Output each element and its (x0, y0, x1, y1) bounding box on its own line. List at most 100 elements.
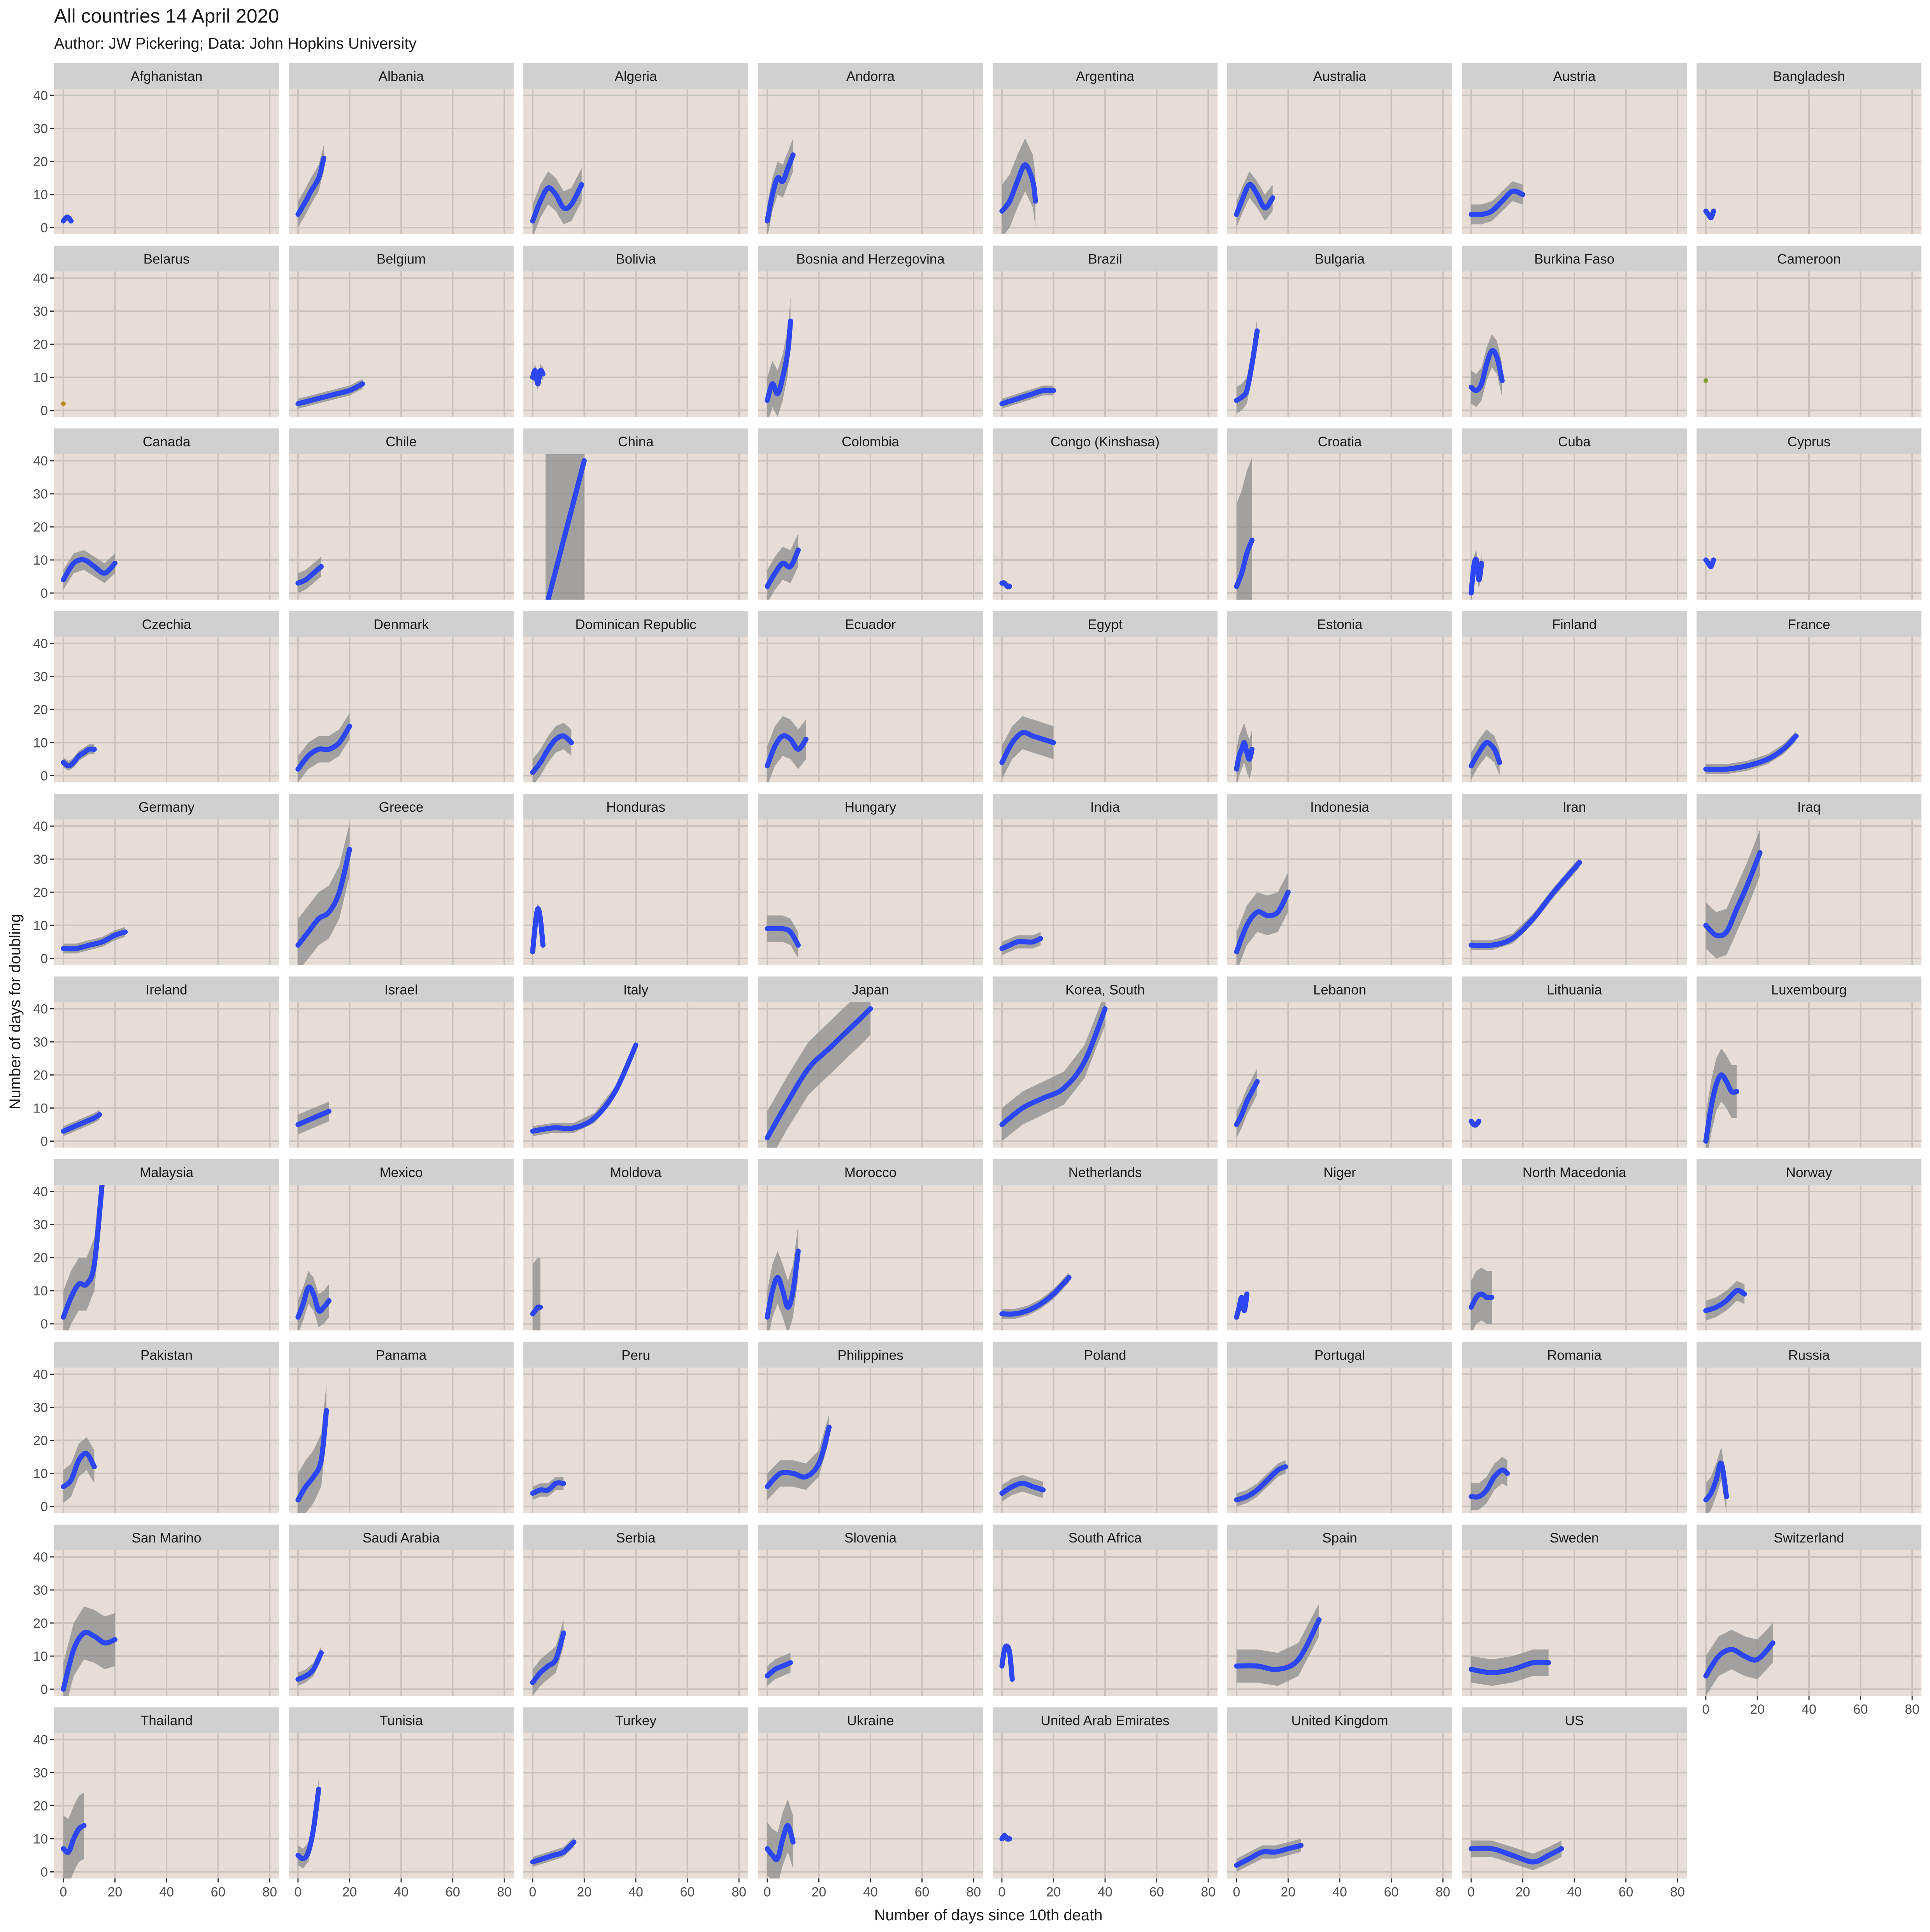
y-tick-label: 10 (33, 918, 48, 933)
facet-panel-hungary: Hungary (758, 794, 983, 965)
facet-label: Cameroon (1777, 252, 1841, 267)
facet-label: Saudi Arabia (363, 1530, 440, 1546)
facet-data (999, 580, 1012, 590)
facet-data (61, 1185, 105, 1330)
facet-strip (1227, 246, 1452, 272)
x-tick-label: 20 (1046, 1885, 1061, 1900)
trend-line (1234, 537, 1255, 589)
facet-label: Austria (1553, 69, 1596, 84)
confidence-band (767, 1002, 870, 1148)
facet-data (1234, 1460, 1288, 1507)
facet-strip (1697, 63, 1921, 89)
facet-label: Croatia (1318, 434, 1362, 449)
x-tick-label: 80 (497, 1885, 512, 1900)
trend-line (530, 1042, 639, 1134)
trend-line (61, 1185, 105, 1320)
facet-data (61, 927, 128, 954)
facet-label: France (1788, 617, 1830, 632)
facet-label: Afghanistan (131, 69, 203, 84)
confidence-band (767, 138, 793, 234)
facet-label: China (618, 434, 654, 449)
trend-line (999, 1481, 1046, 1496)
facet-label: Cyprus (1788, 434, 1831, 449)
facet-strip (993, 1707, 1218, 1733)
confidence-band (1002, 716, 1054, 779)
y-tick-label: 0 (40, 586, 48, 601)
confidence-band (1236, 872, 1288, 965)
facet-label: Mexico (380, 1165, 423, 1180)
trend-line (765, 1425, 832, 1489)
facet-data (1469, 334, 1505, 407)
facet-panel-niger: Niger (1227, 1159, 1452, 1330)
y-tick-label: 0 (40, 221, 48, 235)
facet-data (295, 1271, 332, 1330)
facet-label: Norway (1786, 1165, 1832, 1180)
facet-panel-thailand: Thailand 0 10 20 30 40 0 20 40 60 80 (33, 1707, 279, 1900)
facet-panel-belgium: Belgium (289, 246, 514, 417)
facet-strip (1697, 1342, 1921, 1368)
facet-label: India (1090, 800, 1120, 815)
facet-data (1703, 1281, 1747, 1321)
y-tick-label: 0 (40, 769, 48, 784)
facet-panel-ecuador: Ecuador (758, 611, 983, 783)
facet-strip (1227, 976, 1452, 1002)
x-tick-label: 20 (108, 1885, 123, 1900)
facet-label: Algeria (615, 69, 657, 84)
trend-line (1703, 733, 1799, 772)
y-tick-label: 30 (33, 670, 48, 684)
x-tick-label: 60 (915, 1885, 930, 1900)
facet-data (1234, 171, 1276, 228)
trend-line (61, 929, 128, 951)
x-tick-label: 80 (732, 1885, 746, 1900)
facet-strip (1462, 1525, 1687, 1550)
facet-strip (993, 63, 1218, 89)
y-tick-label: 40 (33, 1550, 48, 1565)
facet-data (61, 744, 97, 771)
facet-label: Poland (1084, 1348, 1126, 1363)
facet-data (765, 1225, 801, 1330)
facet-data (999, 1002, 1108, 1141)
facet-data (61, 550, 118, 590)
facet-panel-chile: Chile (289, 428, 514, 600)
y-tick-label: 40 (33, 271, 48, 286)
trend-line (999, 936, 1043, 951)
y-tick-label: 30 (33, 1583, 48, 1598)
facet-panel-tunisia: Tunisia 0 20 40 60 80 (289, 1707, 514, 1900)
facet-data (1469, 1840, 1564, 1871)
x-tick-label: 0 (1233, 1885, 1240, 1900)
facet-panel-ireland: Ireland 0 10 20 30 40 (33, 976, 279, 1149)
y-tick-label: 20 (33, 1799, 48, 1814)
facet-panel-saudi-arabia: Saudi Arabia (289, 1525, 514, 1696)
y-tick-label: 0 (40, 404, 48, 418)
trend-line (295, 1786, 321, 1862)
facet-strip (1697, 976, 1921, 1002)
facet-panel-egypt: Egypt (993, 611, 1218, 783)
x-tick-label: 60 (1149, 1885, 1164, 1900)
facet-label: Bangladesh (1773, 69, 1845, 84)
data-point (61, 401, 66, 406)
trend-line (999, 1275, 1072, 1317)
y-tick-label: 40 (33, 637, 48, 651)
trend-line (295, 1109, 332, 1127)
facet-label: Cuba (1558, 434, 1591, 449)
y-tick-label: 10 (33, 1284, 48, 1299)
x-tick-label: 20 (1516, 1885, 1530, 1900)
facet-label: Chile (386, 434, 417, 449)
facet-panel-austria: Austria (1462, 63, 1687, 234)
y-tick-label: 30 (33, 1035, 48, 1050)
facet-panel-lithuania: Lithuania (1462, 976, 1687, 1148)
x-tick-label: 60 (1853, 1702, 1868, 1717)
y-tick-label: 40 (33, 1367, 48, 1382)
facet-data (765, 1653, 793, 1686)
facet-data (530, 1620, 566, 1696)
trend-line (295, 1650, 324, 1682)
facet-strip (289, 1342, 514, 1368)
facet-strip (1462, 246, 1687, 272)
facet-strip (993, 1342, 1218, 1368)
facet-label: Lebanon (1313, 983, 1366, 998)
x-tick-label: 0 (998, 1885, 1005, 1900)
facet-panel-bosnia-and-herzegovina: Bosnia and Herzegovina (758, 246, 983, 417)
facet-data (1234, 1291, 1249, 1321)
facet-grid: Afghanistan 0 10 20 30 40 Albania Algeria Andorr… (33, 63, 1921, 1900)
